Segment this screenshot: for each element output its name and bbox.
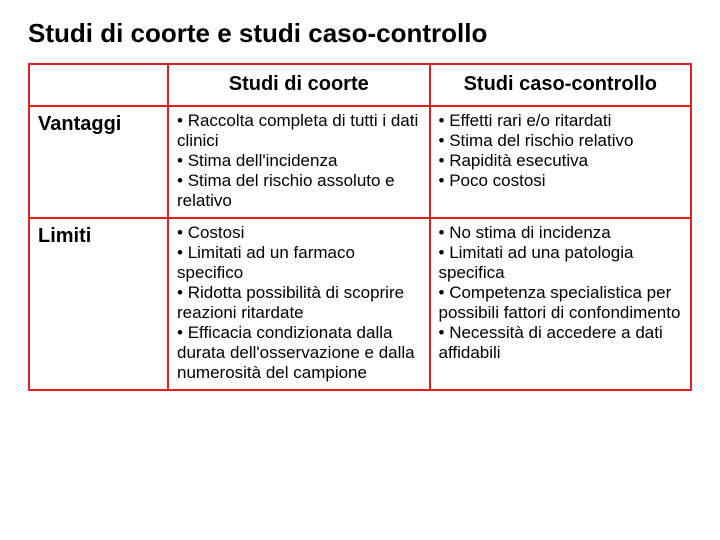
table-row: Limiti Costosi Limitati ad un farmaco sp… [29, 218, 691, 390]
cell-vantaggi-coorte: Raccolta completa di tutti i dati clinic… [168, 106, 429, 218]
row-label-vantaggi: Vantaggi [29, 106, 168, 218]
list-item: Limitati ad una patologia specifica [439, 243, 683, 283]
list-item: Poco costosi [439, 171, 683, 191]
slide-title: Studi di coorte e studi caso-controllo [28, 18, 692, 49]
table-row: Vantaggi Raccolta completa di tutti i da… [29, 106, 691, 218]
header-caso-controllo: Studi caso-controllo [430, 64, 692, 106]
list-item: Competenza specialistica per possibili f… [439, 283, 683, 323]
cell-limiti-coorte: Costosi Limitati ad un farmaco specifico… [168, 218, 429, 390]
list-item: Stima del rischio assoluto e relativo [177, 171, 420, 211]
list-item: Costosi [177, 223, 420, 243]
cell-limiti-caso-controllo: No stima di incidenza Limitati ad una pa… [430, 218, 692, 390]
list-item: Raccolta completa di tutti i dati clinic… [177, 111, 420, 151]
table-header-row: Studi di coorte Studi caso-controllo [29, 64, 691, 106]
list-item: Limitati ad un farmaco specifico [177, 243, 420, 283]
list-item: Stima del rischio relativo [439, 131, 683, 151]
cell-vantaggi-caso-controllo: Effetti rari e/o ritardati Stima del ris… [430, 106, 692, 218]
list-item: Necessità di accedere a dati affidabili [439, 323, 683, 363]
list-item: Stima dell'incidenza [177, 151, 420, 171]
header-coorte: Studi di coorte [168, 64, 429, 106]
row-label-limiti: Limiti [29, 218, 168, 390]
list-item: Ridotta possibilità di scoprire reazioni… [177, 283, 420, 323]
list-item: Efficacia condizionata dalla durata dell… [177, 323, 420, 383]
comparison-table: Studi di coorte Studi caso-controllo Van… [28, 63, 692, 391]
list-item: Rapidità esecutiva [439, 151, 683, 171]
header-stub [29, 64, 168, 106]
list-item: Effetti rari e/o ritardati [439, 111, 683, 131]
list-item: No stima di incidenza [439, 223, 683, 243]
